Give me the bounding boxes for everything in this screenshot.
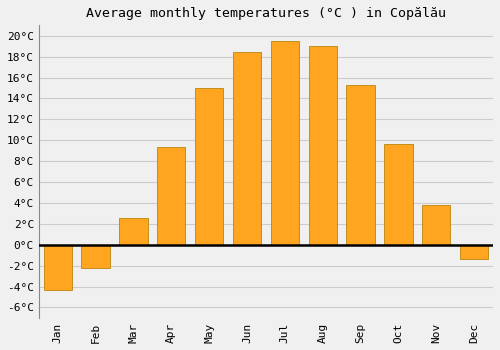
Bar bbox=[119, 218, 148, 245]
Bar bbox=[460, 245, 488, 259]
Bar bbox=[308, 46, 337, 245]
Title: Average monthly temperatures (°C ) in Copălău: Average monthly temperatures (°C ) in Co… bbox=[86, 7, 446, 20]
Bar bbox=[233, 52, 261, 245]
Bar bbox=[384, 145, 412, 245]
Bar bbox=[44, 245, 72, 290]
Bar bbox=[82, 245, 110, 268]
Bar bbox=[157, 147, 186, 245]
Bar bbox=[195, 88, 224, 245]
Bar bbox=[270, 41, 299, 245]
Bar bbox=[422, 205, 450, 245]
Bar bbox=[346, 85, 375, 245]
